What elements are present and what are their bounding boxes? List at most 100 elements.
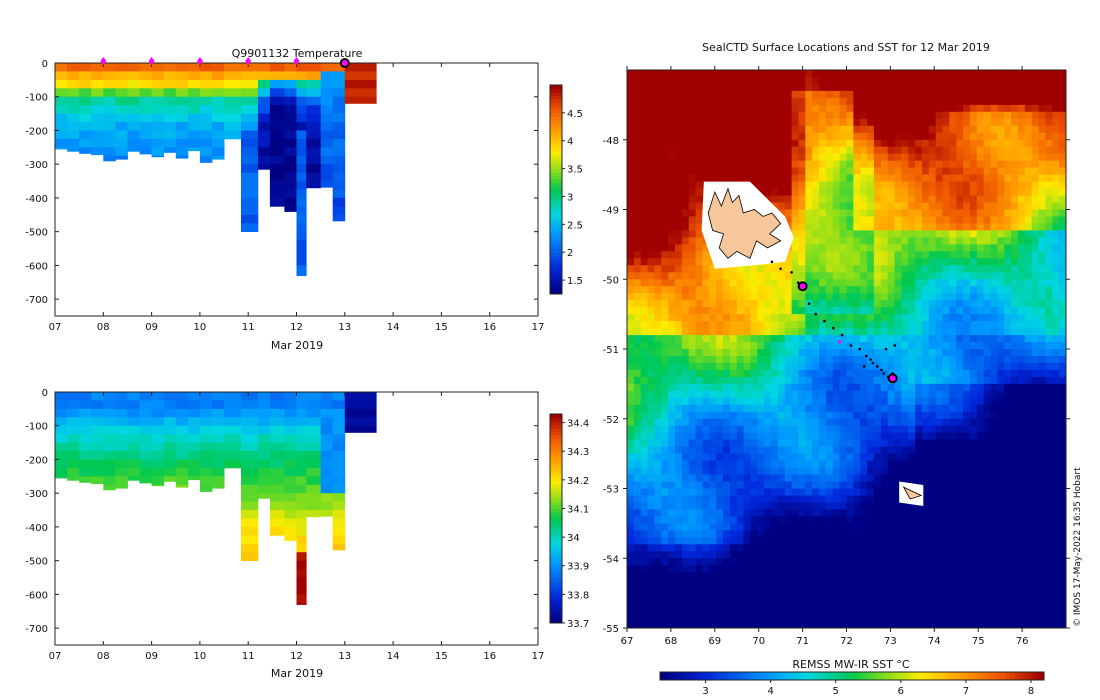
salinity-cell [332, 417, 346, 427]
salinity-profile [284, 392, 297, 541]
sst-cell [1052, 300, 1060, 308]
sst-cell [867, 328, 875, 336]
salinity-cell [163, 417, 177, 427]
sst-cell [997, 181, 1005, 189]
sst-cell [798, 146, 806, 155]
sst-cell [798, 453, 806, 461]
sst-cell [709, 132, 717, 141]
sst-cell [750, 84, 758, 92]
sst-cell [894, 251, 902, 259]
sst-cell [1004, 174, 1012, 182]
temperature-cell [103, 96, 116, 106]
sst-cell [873, 160, 882, 169]
sst-cell [825, 230, 834, 238]
sst-cell [963, 265, 971, 273]
sst-cell [661, 167, 669, 175]
sst-cell [922, 362, 930, 371]
sst-cell [956, 286, 964, 294]
sst-cell [819, 90, 827, 99]
sst-cell [873, 314, 882, 322]
sst-cell [887, 460, 895, 468]
sst-cell [1031, 97, 1039, 106]
sst-cell [867, 342, 875, 350]
sst-cell [695, 307, 703, 315]
sst-cell [873, 474, 882, 482]
sst-cell [922, 84, 930, 92]
sst-cell [942, 460, 950, 468]
temperature-cell [269, 71, 285, 81]
temperature-cell [332, 88, 346, 98]
sst-cell [1024, 111, 1033, 120]
sst-cell [627, 97, 635, 106]
sst-cell [880, 97, 889, 106]
sst-cell [970, 349, 978, 357]
sst-cell [627, 369, 635, 378]
sst-cell [935, 244, 943, 252]
sst-cell [1052, 70, 1060, 78]
sst-cell [887, 383, 895, 392]
sst-cell [729, 111, 738, 120]
sst-cell [832, 216, 841, 224]
sst-cell [771, 362, 779, 371]
sst-cell [832, 153, 841, 162]
sst-cell [970, 328, 978, 336]
sst-cell [894, 356, 902, 364]
sst-cell [736, 77, 745, 85]
sst-cell [949, 404, 957, 413]
sst-cell [894, 279, 902, 287]
sst-cell [825, 125, 834, 134]
sst-cell [949, 258, 957, 266]
salinity-cell [284, 400, 297, 410]
sst-cell [627, 356, 635, 364]
sst-cell [661, 418, 669, 427]
temperature-cell [241, 223, 259, 232]
sst-cell [983, 335, 991, 343]
sst-cell [894, 139, 902, 148]
sst-cell [846, 125, 854, 134]
salinity-cell [320, 467, 334, 477]
sst-cell [839, 118, 847, 127]
sst-cell [681, 77, 690, 85]
sst-cell [901, 265, 909, 273]
sst-cell [949, 153, 957, 162]
salinity-cell [269, 518, 285, 528]
temperature-cell [115, 79, 128, 89]
x-tick-label: 12 [290, 322, 303, 333]
temperature-cell [67, 138, 80, 148]
salinity-cell [91, 467, 104, 477]
sst-cell [922, 125, 930, 134]
salinity-cell [241, 518, 259, 528]
sst-cell [764, 335, 772, 343]
sst-cell [832, 349, 841, 357]
sst-cell [640, 453, 648, 461]
sst-cell [922, 349, 930, 357]
temperature-cell [127, 96, 140, 106]
sst-cell [709, 279, 717, 287]
sst-cell [949, 321, 957, 329]
salinity-cell [187, 451, 201, 460]
sst-cell [729, 90, 738, 99]
colorbar-segment [550, 511, 562, 516]
sst-cell [668, 293, 676, 301]
sst-cell [791, 230, 799, 238]
sst-cell [839, 153, 847, 162]
sst-cell [894, 467, 902, 475]
sst-cell [640, 488, 648, 496]
sst-cell [695, 446, 703, 454]
sst-cell [956, 146, 964, 155]
sst-cell [743, 502, 751, 510]
sst-cell [825, 467, 834, 475]
colorbar-segment [550, 172, 562, 177]
temperature-xlabel: Mar 2019 [271, 339, 323, 352]
sst-cell [873, 118, 882, 127]
sst-cell [839, 446, 847, 454]
sst-cell [1004, 321, 1012, 329]
y-tick-label: -600 [25, 590, 48, 601]
temperature-cell [163, 122, 177, 131]
sst-cell [791, 307, 799, 315]
salinity-cell [175, 451, 189, 460]
temperature-profile [67, 63, 80, 152]
sst-cell [949, 390, 957, 399]
temperature-profile [187, 63, 201, 152]
sst-cell [970, 481, 978, 489]
